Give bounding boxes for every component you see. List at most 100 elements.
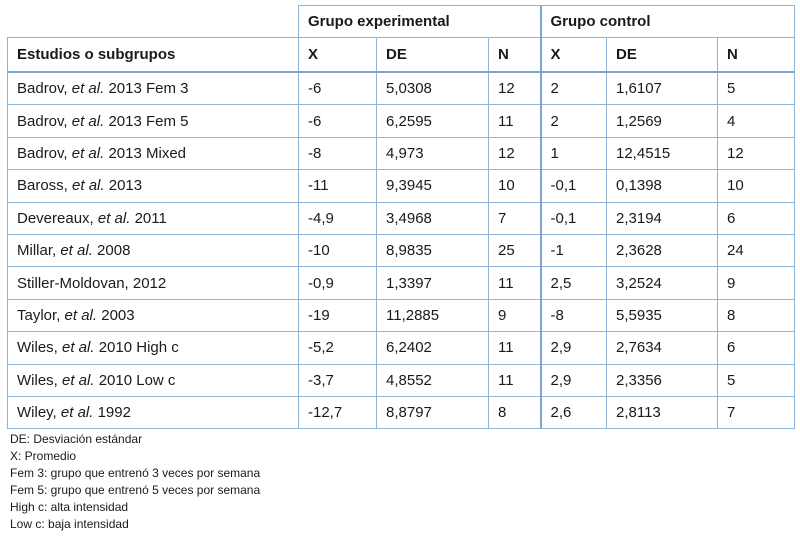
cell-exp-de: 1,3397 (376, 266, 489, 300)
column-header-ctl-n: N (716, 37, 796, 73)
study-author: Wiles, (17, 339, 62, 357)
column-header-ctl-x: X (539, 37, 607, 73)
cell-exp-n: 11 (488, 104, 541, 138)
cell-exp-x: -4,9 (298, 201, 377, 235)
cell-exp-de: 4,8552 (376, 363, 489, 397)
cell-ctl-x: 2,5 (539, 266, 607, 300)
study-cell: Wiles, et al. 2010 High c (7, 331, 299, 365)
cell-exp-n: 7 (488, 201, 541, 235)
cell-ctl-x: -0,1 (539, 201, 607, 235)
cell-ctl-n: 6 (716, 201, 796, 235)
cell-exp-de: 8,9835 (376, 233, 489, 268)
study-et-al: et al. (71, 144, 105, 162)
study-cell: Taylor, et al. 2003 (7, 298, 299, 333)
cell-ctl-n: 8 (716, 298, 796, 333)
cell-exp-de: 9,3945 (376, 169, 489, 203)
cell-ctl-x: 2 (539, 104, 607, 138)
study-cell: Stiller-Moldovan, 2012 (7, 266, 299, 300)
cell-ctl-x: 2 (539, 71, 607, 106)
study-year-subgroup: 2010 Low c (94, 371, 176, 389)
cell-exp-n: 8 (488, 395, 541, 430)
study-et-al: et al. (71, 80, 105, 98)
cell-ctl-de: 3,2524 (606, 266, 718, 300)
cell-ctl-de: 1,2569 (606, 104, 718, 138)
table-row: Taylor, et al. 2003 -19 11,2885 9 -8 5,5935 8 (7, 298, 796, 333)
cell-exp-x: -6 (298, 71, 377, 106)
empty-corner-cell (7, 5, 299, 38)
cell-exp-x: -12,7 (298, 395, 377, 430)
cell-exp-x: -0,9 (298, 266, 377, 300)
column-header-exp-de: DE (376, 37, 489, 73)
cell-exp-de: 6,2595 (376, 104, 489, 138)
table-row: Badrov, et al. 2013 Fem 5 -6 6,2595 11 2 1,25… (7, 104, 796, 138)
cell-ctl-de: 5,5935 (606, 298, 718, 333)
table-footnotes: DE: Desviación estándar X: Promedio Fem 3:… (7, 431, 794, 533)
table-row: Devereaux, et al. 2011 -4,9 3,4968 7 -0,1 2,3… (7, 201, 796, 235)
cell-exp-n: 12 (488, 136, 541, 171)
study-year-subgroup: 2013 Mixed (104, 144, 186, 162)
cell-ctl-n: 4 (716, 104, 796, 138)
cell-exp-x: -11 (298, 169, 377, 203)
study-et-al: et al. (72, 177, 105, 195)
study-year-subgroup: 2013 (104, 177, 143, 195)
study-author: Baross, (17, 177, 73, 195)
study-cell: Wiles, et al. 2010 Low c (7, 363, 299, 397)
column-header-exp-n: N (488, 37, 541, 73)
study-author: Millar, (17, 242, 61, 260)
study-author: Taylor, (17, 306, 65, 324)
cell-ctl-de: 1,6107 (606, 71, 718, 106)
study-cell: Badrov, et al. 2013 Fem 5 (7, 104, 299, 138)
cell-exp-n: 25 (488, 233, 541, 268)
study-et-al: et al. (60, 242, 93, 260)
footnote-line: High c: alta intensidad (10, 500, 129, 515)
table-row: Badrov, et al. 2013 Fem 3 -6 5,0308 12 2 1,61… (7, 71, 796, 106)
study-cell: Badrov, et al. 2013 Mixed (7, 136, 299, 171)
cell-exp-x: -19 (298, 298, 377, 333)
group-header-row: Grupo experimental Grupo control (7, 5, 796, 38)
cell-exp-x: -6 (298, 104, 377, 138)
cell-ctl-x: 2,9 (539, 331, 607, 365)
study-year-subgroup: 2008 (92, 242, 131, 260)
study-year-subgroup: 2010 High c (94, 339, 179, 357)
cell-exp-n: 11 (488, 266, 541, 300)
study-author: Badrov, (17, 112, 72, 130)
cell-ctl-n: 9 (716, 266, 796, 300)
cell-exp-n: 11 (488, 363, 541, 397)
cell-ctl-n: 6 (716, 331, 796, 365)
cell-exp-n: 10 (488, 169, 541, 203)
cell-exp-de: 8,8797 (376, 395, 489, 430)
cell-exp-n: 9 (488, 298, 541, 333)
cell-ctl-de: 2,8113 (606, 395, 718, 430)
table-row: Millar, et al. 2008 -10 8,9835 25 -1 2,3628 24 (7, 233, 796, 268)
cell-ctl-de: 0,1398 (606, 169, 718, 203)
footnote-line: Fem 3: grupo que entrenó 3 veces por sem… (10, 466, 261, 481)
study-cell: Badrov, et al. 2013 Fem 3 (7, 71, 299, 106)
data-table-container: Grupo experimental Grupo control Estudio… (7, 5, 796, 533)
cell-ctl-de: 2,7634 (606, 331, 718, 365)
cell-exp-de: 5,0308 (376, 71, 489, 106)
column-header-ctl-de: DE (606, 37, 718, 73)
study-author: Badrov, (17, 80, 72, 98)
study-year-subgroup: 2011 (130, 209, 167, 227)
footnote-line: DE: Desviación estándar (10, 432, 143, 447)
cell-ctl-de: 2,3628 (606, 233, 718, 268)
cell-ctl-de: 2,3194 (606, 201, 718, 235)
study-et-al: et al. (64, 306, 98, 324)
table-row: Wiles, et al. 2010 Low c -3,7 4,8552 11 2,9 2… (7, 363, 796, 397)
cell-ctl-n: 12 (716, 136, 796, 171)
study-et-al: et al. (71, 112, 105, 130)
cell-ctl-x: -1 (539, 233, 607, 268)
cell-exp-x: -5,2 (298, 331, 377, 365)
study-author: Wiles, (17, 371, 62, 389)
table-row: Wiles, et al. 2010 High c -5,2 6,2402 11 2,9… (7, 331, 796, 365)
cell-ctl-x: 1 (539, 136, 607, 171)
study-author: Stiller-Moldovan, 2012 (17, 274, 167, 292)
study-author: Badrov, (17, 144, 72, 162)
table-row: Badrov, et al. 2013 Mixed -8 4,973 12 1 12,45… (7, 136, 796, 171)
study-year-subgroup: 2013 Fem 5 (104, 112, 189, 130)
study-year-subgroup: 1992 (93, 404, 131, 422)
cell-ctl-de: 2,3356 (606, 363, 718, 397)
cell-ctl-n: 5 (716, 71, 796, 106)
footnote-line: Fem 5: grupo que entrenó 5 veces por sem… (10, 483, 261, 498)
cell-exp-de: 11,2885 (376, 298, 489, 333)
